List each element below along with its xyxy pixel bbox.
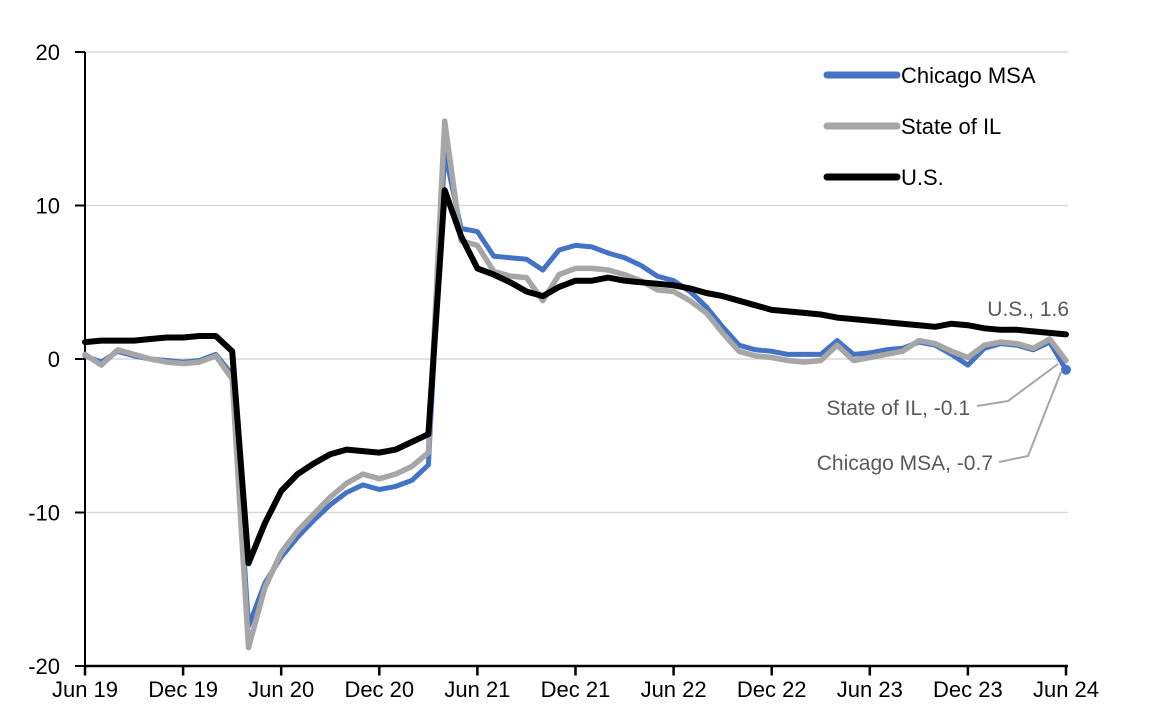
series-end-marker-chicago-msa xyxy=(1061,364,1071,375)
y-tick-label-20: 20 xyxy=(36,40,60,65)
series-line-u-s xyxy=(82,187,1069,567)
legend-label-chicago-msa: Chicago MSA xyxy=(901,63,1036,88)
annotation-chicago-msa: Chicago MSA, -0.7 xyxy=(817,452,993,475)
annotation-leader-state-of-il xyxy=(976,363,1059,407)
x-tick-label-dec-22: Dec 22 xyxy=(737,677,807,702)
y-tick-label--10: -10 xyxy=(28,501,60,526)
annotation-u-s: U.S., 1.6 xyxy=(987,298,1069,321)
x-tick-label-dec-20: Dec 20 xyxy=(344,677,414,702)
x-tick-label-dec-21: Dec 21 xyxy=(541,677,611,702)
legend-label-state-of-il: State of IL xyxy=(901,114,1001,139)
y-tick-label--20: -20 xyxy=(28,654,60,679)
x-tick-label-jun-23: Jun 23 xyxy=(837,677,903,702)
y-tick-label-10: 10 xyxy=(36,194,60,219)
annotation-state-of-il: State of IL, -0.1 xyxy=(826,397,970,420)
x-tick-label-jun-22: Jun 22 xyxy=(641,677,707,702)
x-tick-label-jun-24: Jun 24 xyxy=(1033,677,1099,702)
x-tick-label-dec-23: Dec 23 xyxy=(933,677,1003,702)
legend-label-u-s: U.S. xyxy=(901,165,944,190)
y-tick-label-0: 0 xyxy=(48,347,60,372)
annotation-leader-chicago-msa xyxy=(998,371,1062,463)
x-tick-label-jun-20: Jun 20 xyxy=(248,677,314,702)
x-tick-label-dec-19: Dec 19 xyxy=(148,677,218,702)
x-tick-label-jun-21: Jun 21 xyxy=(444,677,510,702)
series-line-state-of-il xyxy=(82,118,1069,651)
x-tick-label-jun-19: Jun 19 xyxy=(52,677,118,702)
